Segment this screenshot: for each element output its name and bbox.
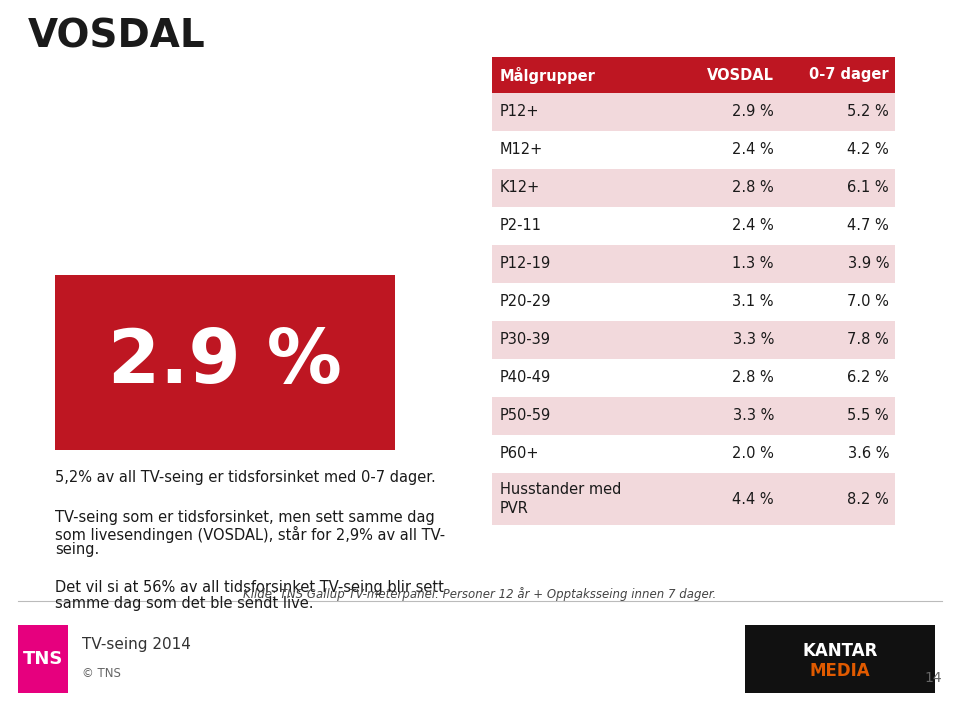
Text: MEDIA: MEDIA <box>809 662 871 680</box>
Text: 2.8 %: 2.8 % <box>732 371 774 386</box>
Text: P50-59: P50-59 <box>500 408 551 424</box>
Text: 6.1 %: 6.1 % <box>848 180 889 195</box>
Text: Husstander med
PVR: Husstander med PVR <box>500 482 621 516</box>
Text: 6.2 %: 6.2 % <box>848 371 889 386</box>
Text: 2.9 %: 2.9 % <box>732 104 774 120</box>
Text: 4.4 %: 4.4 % <box>732 491 774 506</box>
Text: KANTAR: KANTAR <box>803 642 877 660</box>
Text: 7.8 %: 7.8 % <box>848 333 889 348</box>
Text: K12+: K12+ <box>500 180 540 195</box>
Text: M12+: M12+ <box>500 142 543 157</box>
Text: 5,2% av all TV-seing er tidsforsinket med 0-7 dager.: 5,2% av all TV-seing er tidsforsinket me… <box>55 470 436 485</box>
Text: VOSDAL: VOSDAL <box>707 68 774 82</box>
FancyBboxPatch shape <box>492 245 895 283</box>
Text: P20-29: P20-29 <box>500 295 551 309</box>
Text: 3.1 %: 3.1 % <box>732 295 774 309</box>
FancyBboxPatch shape <box>492 169 895 207</box>
Text: 14: 14 <box>924 671 942 685</box>
Text: Det vil si at 56% av all tidsforsinket TV-seing blir sett: Det vil si at 56% av all tidsforsinket T… <box>55 580 444 595</box>
Text: seing.: seing. <box>55 542 99 557</box>
Text: TV-seing som er tidsforsinket, men sett samme dag: TV-seing som er tidsforsinket, men sett … <box>55 510 435 525</box>
Text: 4.2 %: 4.2 % <box>848 142 889 157</box>
FancyBboxPatch shape <box>745 625 935 693</box>
Text: VOSDAL: VOSDAL <box>28 17 205 55</box>
Text: Kilde: TNS Gallup TV-meterpanel. Personer 12 år + Opptaksseing innen 7 dager.: Kilde: TNS Gallup TV-meterpanel. Persone… <box>244 587 716 601</box>
Text: 7.0 %: 7.0 % <box>847 295 889 309</box>
Text: 2.8 %: 2.8 % <box>732 180 774 195</box>
Text: samme dag som det ble sendt live.: samme dag som det ble sendt live. <box>55 596 314 611</box>
Text: P2-11: P2-11 <box>500 219 542 233</box>
Text: 3.9 %: 3.9 % <box>848 257 889 271</box>
FancyBboxPatch shape <box>492 473 895 525</box>
Text: 5.2 %: 5.2 % <box>848 104 889 120</box>
Text: 3.6 %: 3.6 % <box>848 446 889 462</box>
FancyBboxPatch shape <box>492 397 895 435</box>
Text: P12-19: P12-19 <box>500 257 551 271</box>
FancyBboxPatch shape <box>675 57 780 93</box>
Text: © TNS: © TNS <box>82 667 121 680</box>
FancyBboxPatch shape <box>492 321 895 359</box>
FancyBboxPatch shape <box>780 57 895 93</box>
Text: 4.7 %: 4.7 % <box>848 219 889 233</box>
FancyBboxPatch shape <box>492 57 675 93</box>
Text: 2.4 %: 2.4 % <box>732 142 774 157</box>
Text: P30-39: P30-39 <box>500 333 551 348</box>
Text: 2.0 %: 2.0 % <box>732 446 774 462</box>
Text: 2.4 %: 2.4 % <box>732 219 774 233</box>
Text: som livesendingen (VOSDAL), står for 2,9% av all TV-: som livesendingen (VOSDAL), står for 2,9… <box>55 526 445 543</box>
Text: P60+: P60+ <box>500 446 540 462</box>
FancyBboxPatch shape <box>18 625 68 693</box>
Text: 3.3 %: 3.3 % <box>732 333 774 348</box>
FancyBboxPatch shape <box>55 275 395 450</box>
FancyBboxPatch shape <box>492 93 895 131</box>
Text: 5.5 %: 5.5 % <box>848 408 889 424</box>
Text: P12+: P12+ <box>500 104 540 120</box>
Text: P40-49: P40-49 <box>500 371 551 386</box>
Text: 0-7 dager: 0-7 dager <box>809 68 889 82</box>
Text: 8.2 %: 8.2 % <box>848 491 889 506</box>
Text: Målgrupper: Målgrupper <box>500 66 596 83</box>
Text: TV-seing 2014: TV-seing 2014 <box>82 637 191 652</box>
Text: 1.3 %: 1.3 % <box>732 257 774 271</box>
Text: TNS: TNS <box>23 650 63 668</box>
Text: 3.3 %: 3.3 % <box>732 408 774 424</box>
Text: 2.9 %: 2.9 % <box>108 326 342 399</box>
